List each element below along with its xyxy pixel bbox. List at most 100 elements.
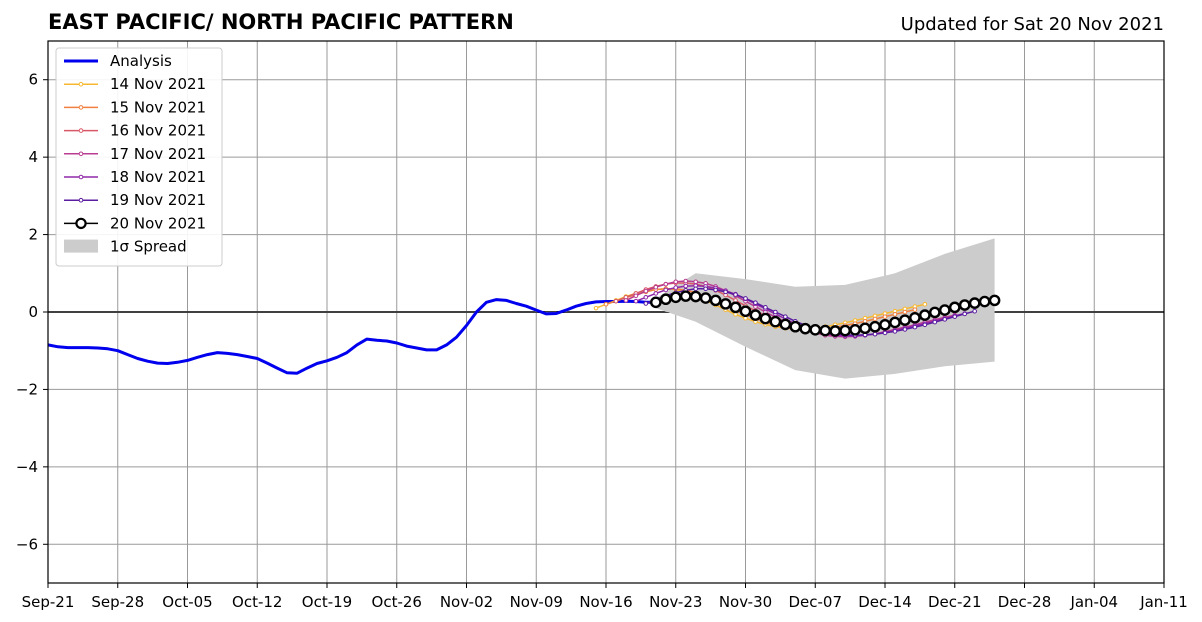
forecast-point	[849, 324, 861, 336]
forecast-point	[889, 316, 901, 329]
forecast-point	[929, 306, 941, 319]
forecast-series	[650, 290, 1001, 337]
y-tick-label: −6	[16, 535, 38, 553]
legend-swatch	[64, 239, 98, 253]
forecast-point	[733, 292, 738, 297]
legend-label: 18 Nov 2021	[110, 168, 206, 186]
legend-label: 14 Nov 2021	[110, 75, 206, 93]
legend-marker	[78, 174, 84, 180]
forecast-point	[799, 322, 812, 335]
forecast-point	[763, 305, 768, 310]
forecast-point	[779, 318, 792, 331]
x-tick-label: Oct-26	[372, 593, 422, 611]
forecast-point	[859, 322, 871, 335]
forecast-point	[613, 298, 619, 304]
forecast-point	[633, 293, 639, 299]
y-tick-label: 6	[28, 71, 38, 89]
legend-marker	[78, 81, 84, 87]
forecast-point	[673, 279, 679, 285]
forecast-point	[703, 286, 708, 292]
forecast-point	[809, 324, 822, 336]
forecast-point	[902, 327, 908, 332]
forecast-point	[723, 289, 728, 295]
forecast-point	[938, 304, 951, 316]
x-tick-label: Sep-21	[22, 593, 75, 611]
forecast-point	[872, 316, 878, 322]
forecast-point	[922, 322, 928, 328]
forecast-point	[882, 330, 888, 336]
plot-area: Sep-21 Sep-28 Oct-05 Oct-12 Oct-19 Oct-26 Nov-…	[16, 40, 1188, 611]
forecast-point	[683, 283, 689, 289]
y-tick-label: 4	[28, 148, 38, 166]
forecast-point	[829, 325, 841, 337]
forecast-point	[819, 324, 832, 337]
forecast-point	[962, 311, 968, 317]
forecast-point	[643, 288, 649, 294]
legend-marker	[78, 128, 84, 133]
forecast-point	[899, 314, 911, 326]
forecast-point	[968, 297, 981, 309]
forecast-point	[769, 315, 782, 328]
forecast-point	[839, 324, 851, 337]
forecast-point	[673, 285, 679, 290]
forecast-point	[902, 309, 908, 315]
forecast-point	[719, 298, 732, 310]
legend-label: 15 Nov 2021	[110, 98, 206, 116]
forecast-point	[879, 318, 891, 331]
legend-label: 16 Nov 2021	[110, 122, 206, 140]
x-tick-label: Jan-11	[1139, 593, 1188, 611]
forecast-point	[669, 291, 682, 304]
forecast-point	[653, 284, 659, 290]
legend-label: 19 Nov 2021	[110, 191, 206, 209]
x-tick-label: Nov-09	[510, 593, 563, 611]
forecast-point	[683, 278, 689, 284]
y-tick-label: 0	[28, 303, 38, 321]
forecast-point	[988, 294, 1001, 307]
forecast-point	[789, 320, 802, 333]
forecast-point	[952, 314, 958, 319]
forecast-point	[659, 293, 672, 306]
forecast-point	[693, 279, 698, 285]
x-tick-label: Nov-16	[579, 593, 632, 611]
legend-label: 1σ Spread	[110, 238, 187, 256]
forecast-point	[942, 317, 948, 322]
legend-label: 20 Nov 2021	[110, 214, 206, 232]
x-tick-label: Jan-04	[1069, 593, 1118, 611]
spread-band	[655, 238, 995, 379]
x-tick-label: Oct-19	[302, 593, 352, 611]
forecast-point	[743, 296, 748, 301]
forecast-point	[679, 290, 692, 302]
x-tick-label: Dec-14	[858, 593, 912, 611]
x-tick-label: Sep-28	[91, 593, 144, 611]
y-tick-label: 2	[28, 226, 38, 244]
forecast-point	[882, 314, 888, 319]
forecast-point	[643, 301, 649, 306]
chart-title: EAST PACIFIC/ NORTH PACIFIC PATTERN	[48, 10, 514, 34]
x-tick-label: Oct-05	[162, 593, 212, 611]
x-tick-label: Nov-02	[440, 593, 493, 611]
forecast-point	[689, 290, 702, 303]
forecast-point	[693, 286, 698, 292]
legend-box	[55, 47, 223, 267]
x-tick-label: Dec-28	[998, 593, 1052, 611]
forecast-point	[932, 319, 938, 325]
forecast-point	[912, 324, 918, 330]
forecast-point	[872, 331, 878, 337]
y-tick-label: −4	[16, 458, 38, 476]
forecast-point	[633, 298, 639, 304]
y-tick-label: −2	[16, 380, 38, 398]
forecast-point	[653, 291, 659, 296]
forecast-point	[713, 287, 718, 293]
forecast-point	[663, 281, 669, 287]
forecast-point	[948, 301, 961, 314]
forecast-point	[749, 309, 762, 321]
forecast-point	[912, 307, 918, 312]
forecast-point	[623, 298, 629, 303]
forecast-point	[773, 309, 778, 315]
forecast-point	[958, 299, 971, 311]
forecast-point	[783, 314, 788, 319]
forecast-point	[650, 296, 662, 309]
legend-label: 17 Nov 2021	[110, 145, 206, 163]
x-tick-label: Oct-12	[232, 593, 282, 611]
analysis-line	[47, 298, 656, 375]
